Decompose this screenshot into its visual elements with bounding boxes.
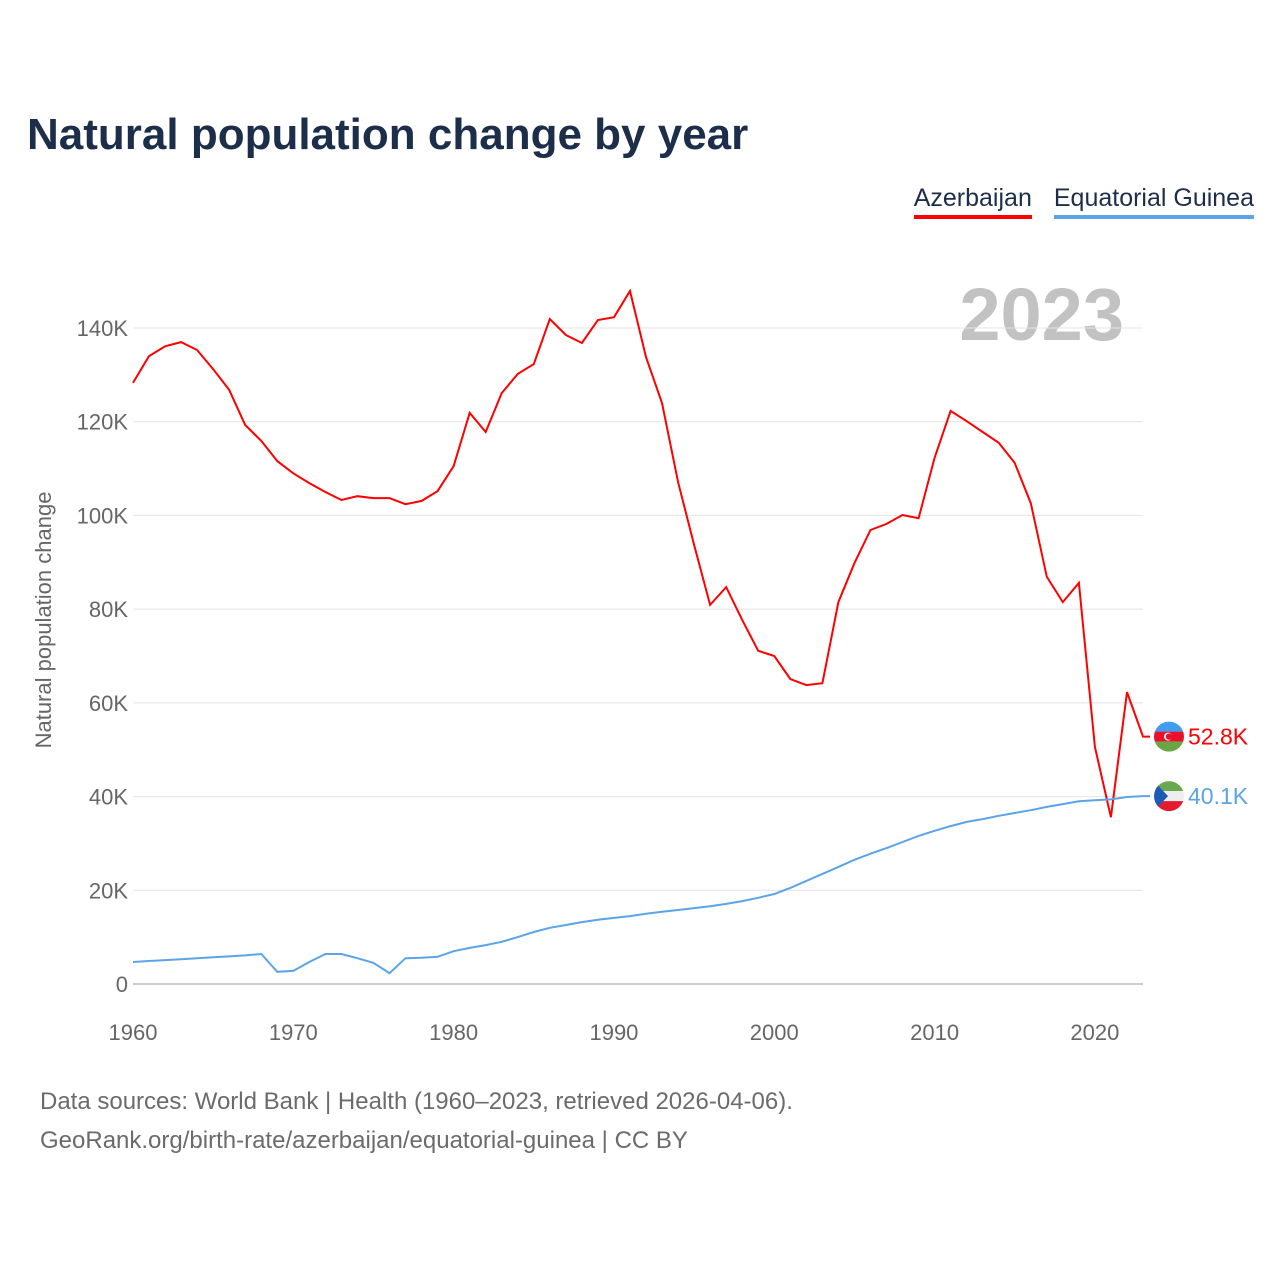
- x-tick-label: 1990: [589, 1020, 638, 1045]
- legend-equatorial-guinea[interactable]: Equatorial Guinea: [1053, 184, 1254, 219]
- x-tick-label: 1960: [109, 1020, 158, 1045]
- series-line-azerbaijan: [132, 288, 1150, 818]
- x-tick-label: 2010: [910, 1020, 959, 1045]
- equatorial-guinea-flag-icon: [1154, 781, 1184, 812]
- y-tick-label: 120K: [77, 410, 129, 435]
- azerbaijan-flag-icon: [1154, 721, 1184, 752]
- legend: Azerbaijan Equatorial Guinea: [913, 184, 1254, 219]
- x-tick-label: 2020: [1070, 1020, 1119, 1045]
- y-axis-label: Natural population change: [31, 492, 56, 749]
- y-tick-label: 80K: [89, 597, 128, 622]
- y-tick-label: 40K: [89, 785, 128, 810]
- series-line-equatorial-guinea: [132, 795, 1150, 975]
- x-tick-label: 2000: [750, 1020, 799, 1045]
- y-tick-label: 140K: [77, 316, 129, 341]
- chart-title: Natural population change by year: [27, 110, 749, 159]
- y-tick-label: 100K: [77, 503, 129, 528]
- source-text: Data sources: World Bank | Health (1960–…: [40, 1088, 793, 1115]
- x-tick-label: 1980: [429, 1020, 478, 1045]
- x-tick-label: 1970: [269, 1020, 318, 1045]
- source-link[interactable]: GeoRank.org/birth-rate/azerbaijan/equato…: [40, 1127, 688, 1154]
- y-tick-label: 20K: [89, 878, 128, 903]
- year-watermark: 2023: [959, 273, 1124, 356]
- y-tick-label: 0: [116, 972, 128, 997]
- y-tick-label: 60K: [89, 691, 128, 716]
- legend-azerbaijan[interactable]: Azerbaijan: [913, 184, 1032, 219]
- end-value-label: 52.8K: [1188, 724, 1249, 750]
- end-value-label: 40.1K: [1188, 783, 1249, 809]
